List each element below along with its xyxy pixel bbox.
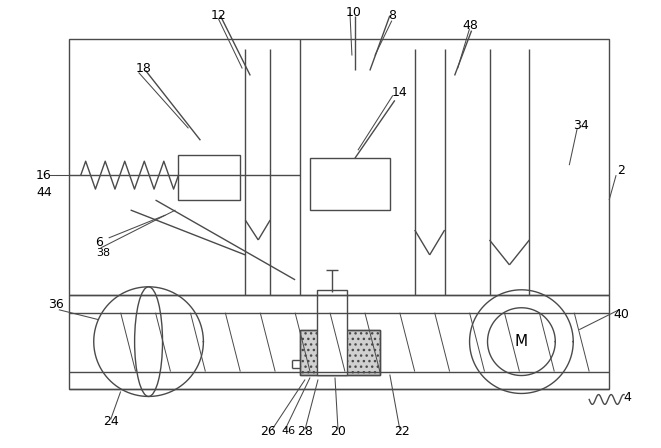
Text: 16: 16	[36, 168, 52, 181]
Text: 24: 24	[103, 415, 118, 428]
Text: 44: 44	[36, 185, 52, 198]
Text: 10: 10	[346, 6, 362, 19]
Text: 14: 14	[392, 86, 408, 99]
Bar	[317, 290, 347, 375]
Text: 22: 22	[394, 425, 410, 438]
Bar	[300, 330, 380, 375]
Text: 18: 18	[136, 62, 151, 75]
Bar	[69, 39, 609, 389]
Text: 20: 20	[330, 425, 346, 438]
Text: 6: 6	[95, 237, 102, 250]
Text: 36: 36	[48, 298, 63, 311]
Text: 26: 26	[260, 425, 276, 438]
Text: M: M	[515, 334, 528, 349]
Text: 38: 38	[97, 248, 111, 258]
Text: 34: 34	[573, 119, 589, 132]
Text: 46: 46	[281, 426, 295, 436]
Text: 40: 40	[613, 308, 629, 321]
Text: 2: 2	[617, 164, 625, 177]
Text: 4: 4	[623, 391, 631, 404]
Bar	[310, 158, 390, 210]
Text: 8: 8	[388, 9, 396, 22]
Text: 12: 12	[210, 9, 226, 22]
Bar	[300, 330, 380, 375]
Bar	[178, 155, 241, 200]
Text: 28: 28	[297, 425, 313, 438]
Text: 48: 48	[463, 19, 479, 32]
